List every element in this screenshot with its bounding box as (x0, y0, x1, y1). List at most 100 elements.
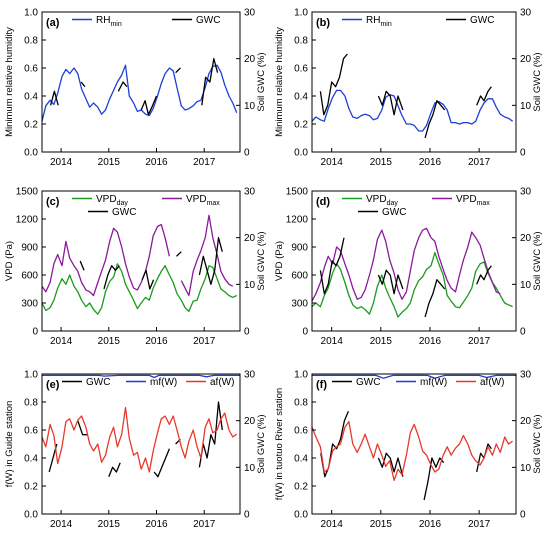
series-gwc-line (198, 401, 223, 468)
series-af-w--line (311, 420, 513, 482)
x-tick-label: 2014 (321, 336, 344, 347)
left-y-tick-label: 0.4 (294, 454, 308, 465)
right-y-tick-label: 30 (520, 187, 532, 198)
series-vpdmax-line (180, 214, 234, 297)
left-y-tick-label: 1200 (286, 215, 309, 226)
series-gwc-line (377, 452, 404, 477)
left-y-tick-label: 0.6 (24, 426, 38, 437)
series-vpdmax-line (311, 227, 501, 302)
left-y-tick-label: 0.6 (294, 64, 308, 75)
x-tick-label: 2016 (419, 157, 442, 168)
series-gwc-line (476, 265, 492, 285)
legend-label: VPDmax (186, 194, 220, 207)
left-y-tick-label: 1.0 (294, 370, 308, 381)
legend-item: RHmin (72, 15, 122, 28)
right-y-tick-label: 10 (244, 280, 256, 291)
series-gwc-line (198, 237, 223, 285)
panel-label: (a) (46, 17, 60, 29)
legend-label: af(W) (480, 377, 504, 388)
x-tick-label: 2016 (145, 519, 168, 530)
right-y-tick-label: 20 (244, 416, 256, 427)
legend-label: GWC (112, 207, 136, 218)
left-y-tick-label: 1500 (286, 187, 309, 198)
right-y-tick-label: 0 (244, 327, 250, 338)
series-gwc-line (103, 265, 120, 290)
right-y-tick-label: 30 (520, 370, 532, 381)
series-gwc-line (140, 95, 158, 116)
legend-label: af(W) (210, 377, 234, 388)
series-gwc-line (377, 269, 404, 295)
legend-item: VPDday (72, 194, 128, 207)
panel-e: 0.0 0.2 0.4 0.6 0.8 1.0 0 10 20 30 2014 2015 2016 201… (4, 370, 267, 531)
left-y-tick-label: 600 (291, 271, 308, 282)
right-y-tick-label: 30 (520, 8, 532, 19)
series-gwc-line (175, 67, 181, 74)
x-tick-label: 2017 (193, 336, 216, 347)
x-tick-label: 2016 (145, 157, 168, 168)
y2-axis-title: Soil GWC (%) (532, 414, 543, 473)
right-y-tick-label: 20 (520, 416, 532, 427)
panel-b: 0.0 0.2 0.4 0.6 0.8 1.0 0 10 20 30 2014 2015 2016 201… (274, 8, 543, 169)
legend-item: af(W) (456, 377, 504, 388)
y-axis-title: VPD (Pa) (4, 241, 15, 281)
left-y-tick-label: 0.0 (294, 510, 308, 521)
series-gwc-line (176, 251, 182, 257)
x-tick-label: 2017 (193, 519, 216, 530)
y-axis-title: f(W) in tuotuo River station (274, 388, 285, 500)
plot-frame (311, 373, 517, 515)
right-y-tick-label: 10 (520, 463, 532, 474)
legend-item: RHmin (342, 15, 392, 28)
plot-frame (311, 190, 517, 332)
legend-label: GWC (196, 15, 220, 26)
right-y-tick-label: 0 (520, 327, 526, 338)
left-y-tick-label: 0.0 (24, 510, 38, 521)
right-y-tick-label: 30 (244, 8, 256, 19)
right-y-tick-label: 0 (244, 510, 250, 521)
series-gwc-line (153, 448, 171, 478)
right-y-tick-label: 10 (520, 101, 532, 112)
left-y-tick-label: 0.6 (294, 426, 308, 437)
legend-label: mf(W) (150, 377, 177, 388)
y2-axis-title: Soil GWC (%) (256, 414, 267, 473)
left-y-tick-label: 1.0 (24, 8, 38, 19)
series-gwc-line (319, 237, 345, 295)
right-y-tick-label: 0 (520, 510, 526, 521)
series-vpdmax-line (41, 223, 171, 297)
y-axis-title: Minimum relative humidity (4, 27, 15, 137)
legend-item: GWC (358, 207, 406, 218)
right-y-tick-label: 20 (244, 233, 256, 244)
legend-item: VPDmax (432, 194, 490, 207)
legend-label: GWC (470, 15, 494, 26)
y-axis-title: Minimum relative humidity (274, 27, 285, 137)
right-y-tick-label: 10 (244, 463, 256, 474)
series-gwc-line (80, 81, 86, 88)
left-y-tick-label: 600 (21, 271, 38, 282)
left-y-tick-label: 0.0 (24, 148, 38, 159)
x-tick-label: 2014 (50, 157, 73, 168)
left-y-tick-label: 0.2 (24, 482, 38, 493)
left-y-tick-label: 0.2 (294, 120, 308, 131)
legend-label: VPDmax (456, 194, 490, 207)
series-af-w--line (41, 406, 238, 473)
x-tick-label: 2015 (98, 336, 121, 347)
series-gwc-line (141, 269, 155, 290)
y2-axis-title: Soil GWC (%) (256, 231, 267, 290)
x-tick-label: 2017 (468, 336, 491, 347)
series-gwc-line (79, 260, 85, 271)
x-tick-label: 2015 (370, 336, 393, 347)
x-tick-label: 2014 (50, 336, 73, 347)
legend-label: GWC (382, 207, 406, 218)
panel-a: 0.0 0.2 0.4 0.6 0.8 1.0 0 10 20 30 2014 2015 2016 201… (4, 8, 267, 169)
series-rhmin-line (41, 64, 238, 122)
left-y-tick-label: 0.0 (294, 148, 308, 159)
x-tick-label: 2015 (98, 157, 121, 168)
left-y-tick-label: 1200 (16, 215, 39, 226)
y-axis-title: VPD (Pa) (274, 241, 285, 281)
x-tick-label: 2016 (419, 519, 442, 530)
left-y-tick-label: 0 (32, 327, 38, 338)
right-y-tick-label: 20 (520, 233, 532, 244)
plot-frame (311, 11, 517, 153)
x-tick-label: 2015 (370, 157, 393, 168)
panel-label: (d) (316, 196, 330, 208)
left-y-tick-label: 0.4 (24, 454, 38, 465)
